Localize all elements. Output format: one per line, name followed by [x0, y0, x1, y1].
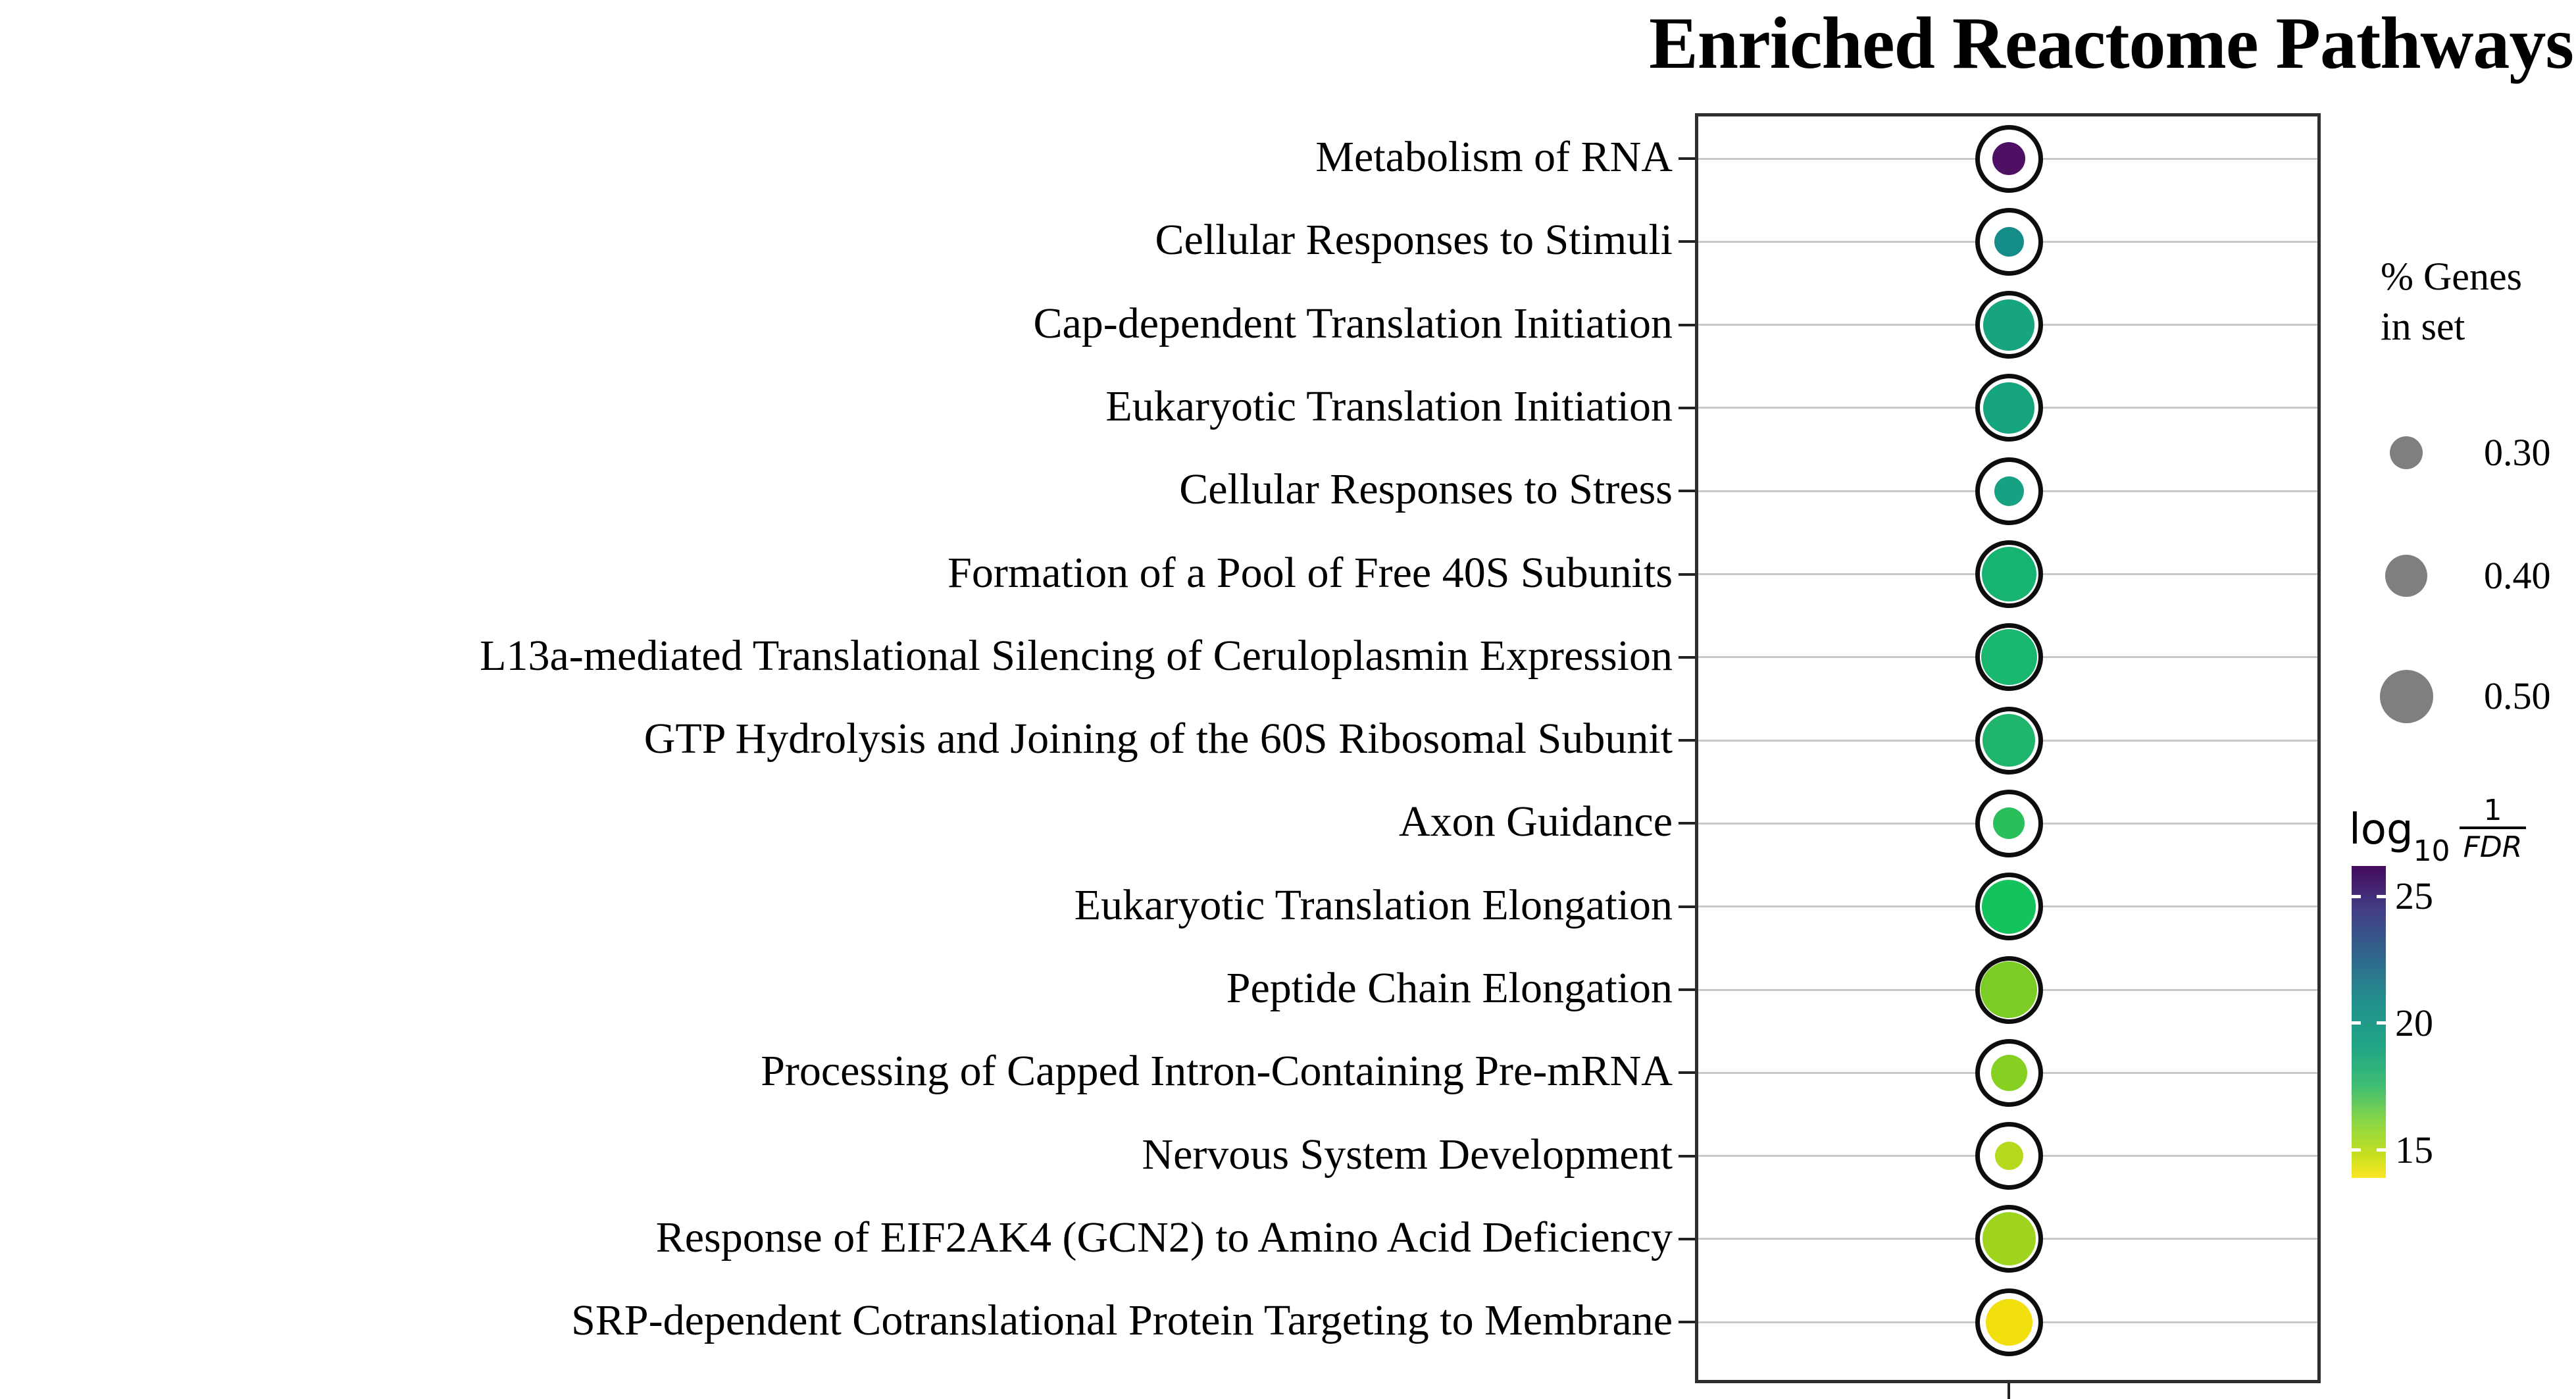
fraction-numerator: 1	[2483, 794, 2502, 827]
size-legend-dot	[2379, 669, 2433, 723]
pathway-dot	[1981, 629, 2037, 686]
colorbar-tick-label: 15	[2395, 1128, 2433, 1171]
y-axis-tick	[1679, 157, 1695, 160]
pathway-label: Response of EIF2AK4 (GCN2) to Amino Acid…	[655, 1213, 1673, 1261]
pathway-dot	[1990, 1054, 2027, 1091]
pathway-label: Formation of a Pool of Free 40S Subunits	[947, 548, 1673, 597]
colorbar-tick	[2377, 1148, 2386, 1152]
colorbar-tick	[2377, 1021, 2386, 1025]
size-legend-value: 0.50	[2484, 674, 2551, 717]
pathway-label: Eukaryotic Translation Initiation	[1105, 382, 1673, 430]
pathway-dot	[1994, 476, 2024, 506]
y-axis-tick	[1679, 240, 1695, 243]
colorbar-label-subscript: 10	[2413, 834, 2450, 868]
pathway-dot	[1985, 1298, 2033, 1346]
y-axis-tick	[1679, 406, 1695, 409]
colorbar-tick-label: 20	[2395, 1001, 2433, 1044]
y-axis-tick	[1679, 323, 1695, 326]
pathway-label: Cellular Responses to Stress	[1179, 465, 1673, 514]
pathway-label: Peptide Chain Elongation	[1226, 964, 1673, 1012]
pathway-dot	[1982, 1212, 2036, 1266]
colorbar-label-log: log	[2349, 805, 2413, 854]
colorbar-tick	[2352, 894, 2361, 898]
pathway-dot	[1981, 961, 2037, 1018]
y-axis-tick	[1679, 1237, 1695, 1240]
dot-ring	[1975, 789, 2043, 857]
y-axis-tick	[1679, 739, 1695, 742]
pathway-dot	[1992, 142, 2025, 175]
pathway-label: Cellular Responses to Stimuli	[1155, 216, 1673, 265]
pathway-label: Axon Guidance	[1398, 798, 1673, 846]
pathway-dot	[1994, 1142, 2023, 1171]
colorbar-tick	[2352, 1148, 2361, 1152]
pathway-label: Eukaryotic Translation Elongation	[1074, 880, 1673, 929]
pathway-dot	[1982, 879, 2036, 934]
pathway-label: Nervous System Development	[1142, 1130, 1673, 1179]
size-legend-value: 0.30	[2484, 431, 2551, 474]
y-axis-tick	[1679, 988, 1695, 991]
pathway-dot	[1983, 382, 2034, 434]
chart-title: Enriched Reactome Pathways	[1649, 3, 2574, 84]
size-legend-dot	[2390, 436, 2423, 469]
pathway-dot	[1983, 299, 2034, 351]
pathway-dot	[1981, 547, 2036, 601]
y-axis-tick	[1679, 905, 1695, 908]
pathway-label: Cap-dependent Translation Initiation	[1033, 299, 1673, 347]
y-axis-tick	[1679, 490, 1695, 493]
size-legend-value: 0.40	[2484, 554, 2551, 597]
pathway-label: Processing of Capped Intron-Containing P…	[761, 1047, 1673, 1096]
y-axis-tick	[1679, 1071, 1695, 1075]
y-axis-tick	[1679, 572, 1695, 576]
pathway-label: Metabolism of RNA	[1315, 133, 1673, 181]
x-axis-tick	[2008, 1383, 2010, 1399]
colorbar-tick-label: 25	[2395, 875, 2433, 918]
pathway-label: GTP Hydrolysis and Joining of the 60S Ri…	[644, 715, 1673, 763]
colorbar-tick	[2377, 894, 2386, 898]
fraction-denominator: FDR	[2459, 827, 2527, 865]
pathway-dot	[1994, 226, 2024, 257]
colorbar-label: log 10 1 FDR	[2349, 794, 2527, 868]
y-axis-tick	[1679, 655, 1695, 659]
dot-ring	[1975, 124, 2043, 193]
y-axis-tick	[1679, 1154, 1695, 1157]
pathway-label: L13a-mediated Translational Silencing of…	[480, 631, 1673, 680]
pathway-dot	[1993, 807, 2025, 840]
size-legend-dot	[2385, 555, 2427, 597]
y-axis-tick	[1679, 1321, 1695, 1324]
y-axis-tick	[1679, 822, 1695, 825]
size-legend-title: % Genes in set	[2381, 255, 2522, 348]
colorbar-tick	[2352, 1021, 2361, 1025]
pathway-label: SRP-dependent Cotranslational Protein Ta…	[571, 1296, 1673, 1345]
pathway-dot	[1983, 714, 2035, 767]
colorbar-label-fraction: 1 FDR	[2459, 794, 2527, 865]
